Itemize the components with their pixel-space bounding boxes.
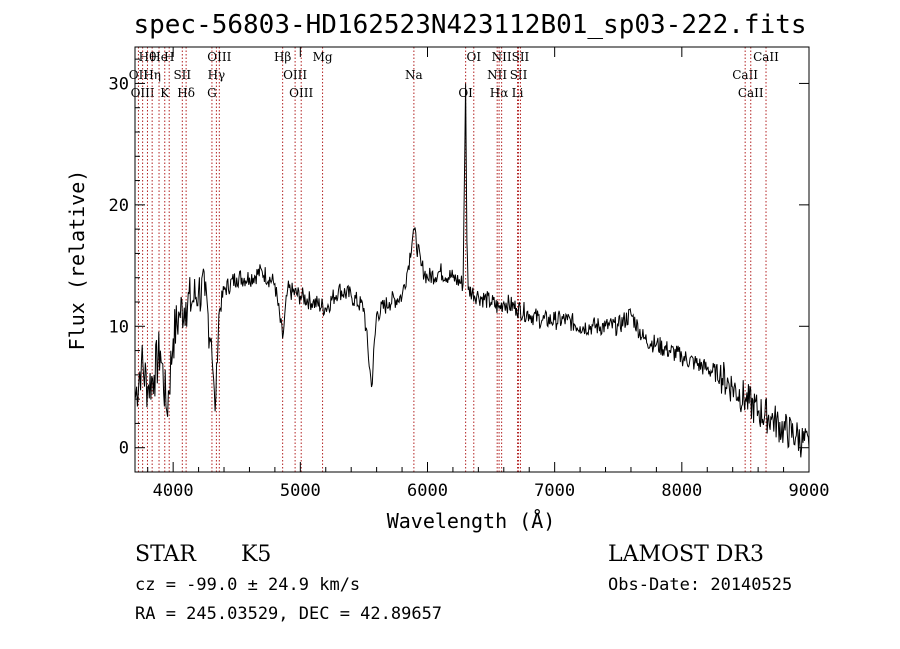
- x-tick-label: 8000: [661, 481, 702, 501]
- plot-frame: [134, 46, 810, 473]
- line-label: Mg: [313, 50, 333, 64]
- line-label: OIII: [207, 50, 231, 64]
- line-label: NII: [492, 50, 512, 64]
- line-label: Hγ: [208, 68, 226, 82]
- line-label: CaII: [738, 86, 764, 100]
- y-tick-label: 0: [119, 439, 129, 459]
- line-label: K: [160, 86, 170, 100]
- line-label: SII: [510, 68, 528, 82]
- line-markers: Hθ OII OIII He Hη K H SII Hδ OIII Hγ G Hβ OIII OIII Mg N…: [129, 47, 779, 472]
- x-tick-label: 9000: [789, 481, 830, 501]
- line-label: NII: [487, 68, 507, 82]
- line-label: OIII: [283, 68, 307, 82]
- line-label: Na: [405, 68, 423, 82]
- line-label: Hδ: [177, 86, 195, 100]
- y-axis-label: Flux (relative): [65, 170, 89, 351]
- line-label: SII: [173, 68, 191, 82]
- x-axis-label: Wavelength (Å): [387, 509, 556, 533]
- y-tick-label: 20: [109, 196, 129, 216]
- line-label: CaII: [753, 50, 779, 64]
- x-tick-label: 6000: [407, 481, 448, 501]
- line-label: G: [207, 86, 217, 100]
- y-axis-ticks: 0 10 20 30: [109, 58, 809, 459]
- spectrum-line: [134, 83, 810, 458]
- line-label: Hα: [490, 86, 509, 100]
- survey-name: LAMOST DR3: [608, 542, 764, 567]
- line-label: OI: [466, 50, 481, 64]
- series-layer: [134, 83, 810, 458]
- x-tick-label: 5000: [280, 481, 321, 501]
- line-label: H: [164, 50, 174, 64]
- line-label: OIII: [289, 86, 313, 100]
- line-label: OII: [129, 68, 149, 82]
- line-label: Hθ: [139, 50, 157, 64]
- x-tick-label: 7000: [534, 481, 575, 501]
- line-label: Li: [512, 86, 524, 100]
- line-label: Hβ: [274, 50, 291, 64]
- line-label: OIII: [131, 86, 155, 100]
- line-label: He: [150, 50, 168, 64]
- coordinates: RA = 245.03529, DEC = 42.89657: [135, 604, 442, 624]
- x-tick-label: 4000: [153, 481, 194, 501]
- line-label: CaII: [732, 68, 758, 82]
- line-label: SII: [512, 50, 530, 64]
- obs-date: Obs-Date: 20140525: [608, 575, 792, 595]
- chart-title: spec-56803-HD162523N423112B01_sp03-222.f…: [133, 10, 806, 40]
- x-axis-ticks: 4000 5000 6000 7000 8000 9000: [147, 47, 830, 501]
- subclass: K5: [241, 542, 271, 567]
- object-type: STAR: [135, 542, 197, 567]
- line-label: Hη: [143, 68, 161, 82]
- redshift-info: cz = -99.0 ± 24.9 km/s: [135, 575, 360, 595]
- y-tick-label: 10: [109, 317, 129, 337]
- y-tick-label: 30: [109, 74, 129, 94]
